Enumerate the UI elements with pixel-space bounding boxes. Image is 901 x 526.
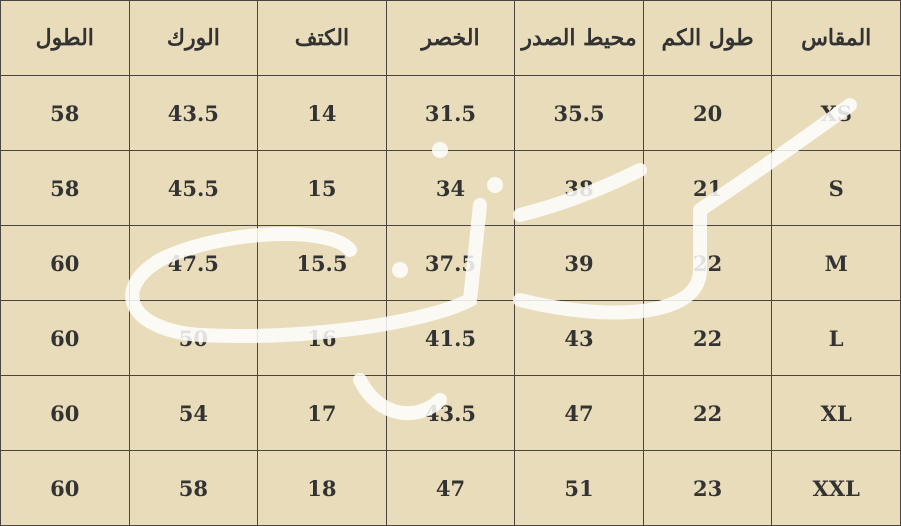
measurement-cell: 45.5 <box>128 150 259 226</box>
measurement-cell: 58 <box>0 150 130 226</box>
measurement-cell: 20 <box>642 75 773 151</box>
measurement-cell: 60 <box>0 225 130 301</box>
column-header: الكتف <box>257 0 387 76</box>
table-row: 60 54 17 43.5 47 22 XL <box>0 375 901 451</box>
column-header: المقاس <box>771 0 901 76</box>
measurement-cell: 22 <box>642 375 773 451</box>
table-row: 58 45.5 15 34 38 21 S <box>0 150 901 226</box>
measurement-cell: 39 <box>514 225 644 301</box>
measurement-cell: 22 <box>642 300 773 376</box>
measurement-cell: 58 <box>0 75 130 151</box>
measurement-cell: 37.5 <box>385 225 516 301</box>
measurement-cell: 14 <box>257 75 387 151</box>
measurement-cell: 38 <box>514 150 644 226</box>
column-header: محيط الصدر <box>514 0 644 76</box>
measurement-cell: 58 <box>128 450 259 526</box>
measurement-cell: 60 <box>0 300 130 376</box>
column-header: الورك <box>128 0 259 76</box>
size-cell: L <box>771 300 901 376</box>
measurement-cell: 50 <box>128 300 259 376</box>
size-cell: XL <box>771 375 901 451</box>
size-cell: XXL <box>771 450 901 526</box>
size-cell: XS <box>771 75 901 151</box>
measurement-cell: 34 <box>385 150 516 226</box>
header-row: الطول الورك الكتف الخصر محيط الصدر طول الكم ال… <box>0 0 901 76</box>
measurement-cell: 15.5 <box>257 225 387 301</box>
measurement-cell: 17 <box>257 375 387 451</box>
measurement-cell: 60 <box>0 450 130 526</box>
measurement-cell: 41.5 <box>385 300 516 376</box>
measurement-cell: 47.5 <box>128 225 259 301</box>
measurement-cell: 16 <box>257 300 387 376</box>
measurement-cell: 43.5 <box>128 75 259 151</box>
measurement-cell: 54 <box>128 375 259 451</box>
measurement-cell: 43.5 <box>385 375 516 451</box>
measurement-cell: 31.5 <box>385 75 516 151</box>
table-row: 60 47.5 15.5 37.5 39 22 M <box>0 225 901 301</box>
measurement-cell: 15 <box>257 150 387 226</box>
measurement-cell: 47 <box>385 450 516 526</box>
measurement-cell: 47 <box>514 375 644 451</box>
measurement-cell: 43 <box>514 300 644 376</box>
table-row: 58 43.5 14 31.5 35.5 20 XS <box>0 75 901 151</box>
measurement-cell: 60 <box>0 375 130 451</box>
column-header: الخصر <box>385 0 516 76</box>
column-header: طول الكم <box>642 0 773 76</box>
table-row: 60 50 16 41.5 43 22 L <box>0 300 901 376</box>
measurement-cell: 51 <box>514 450 644 526</box>
measurement-cell: 22 <box>642 225 773 301</box>
table-row: 60 58 18 47 51 23 XXL <box>0 450 901 526</box>
size-cell: S <box>771 150 901 226</box>
size-cell: M <box>771 225 901 301</box>
measurement-cell: 21 <box>642 150 773 226</box>
measurement-cell: 18 <box>257 450 387 526</box>
measurement-cell: 35.5 <box>514 75 644 151</box>
column-header: الطول <box>0 0 130 76</box>
measurement-cell: 23 <box>642 450 773 526</box>
